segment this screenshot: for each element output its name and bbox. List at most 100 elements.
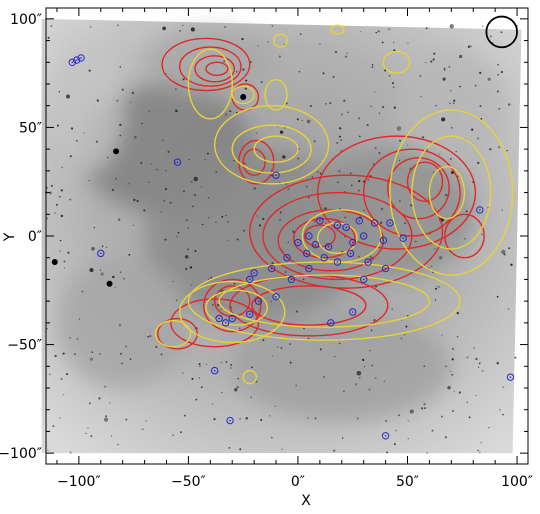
- star: [441, 334, 443, 336]
- star: [316, 171, 319, 173]
- star: [54, 354, 57, 358]
- star: [224, 26, 226, 28]
- star: [88, 179, 90, 182]
- yellow-contour: [428, 165, 466, 220]
- star: [334, 50, 338, 54]
- star: [115, 177, 118, 180]
- source-marker: [381, 432, 390, 440]
- star: [479, 71, 482, 74]
- star: [83, 132, 85, 134]
- star: [291, 230, 294, 232]
- star: [377, 30, 380, 33]
- star: [228, 447, 231, 449]
- star: [182, 78, 185, 81]
- star: [109, 402, 111, 404]
- star: [405, 325, 408, 328]
- star: [279, 211, 282, 214]
- source-marker-ring: [381, 264, 390, 273]
- star-field: [44, 24, 518, 454]
- y-axis-ticks: 100″ 50″ 0″ −50″ −100″: [0, 12, 528, 462]
- x-tick-label: −100″: [57, 474, 101, 490]
- nebula-image: [41, 18, 522, 454]
- star: [500, 70, 504, 74]
- star: [210, 276, 213, 279]
- star: [340, 150, 342, 152]
- star: [497, 63, 499, 66]
- star: [295, 310, 298, 313]
- star: [456, 335, 459, 338]
- source-marker: [399, 234, 407, 242]
- source-marker: [173, 158, 182, 166]
- star: [160, 211, 162, 213]
- star: [176, 235, 178, 238]
- source-marker-ring: [349, 308, 357, 316]
- source-marker-dot: [257, 300, 260, 302]
- star: [200, 186, 203, 188]
- star: [131, 91, 135, 95]
- star: [194, 249, 197, 252]
- source-marker-ring: [272, 293, 280, 301]
- source-marker-dot: [373, 222, 376, 224]
- source-marker-dot: [384, 267, 387, 270]
- star: [172, 434, 175, 437]
- source-marker: [283, 254, 291, 262]
- star: [230, 367, 232, 369]
- star: [407, 438, 410, 440]
- red-contour: [303, 224, 336, 248]
- source-marker: [359, 275, 368, 284]
- star: [358, 255, 360, 258]
- star: [63, 260, 66, 263]
- star: [431, 265, 433, 267]
- star: [302, 278, 305, 281]
- star: [204, 158, 206, 161]
- star: [329, 101, 332, 105]
- star: [182, 372, 184, 374]
- source-marker-ring: [311, 240, 320, 249]
- star: [443, 69, 446, 71]
- star: [399, 139, 402, 142]
- star: [129, 358, 132, 360]
- star: [271, 355, 274, 357]
- star: [155, 345, 158, 348]
- star: [303, 327, 305, 330]
- star: [503, 253, 506, 256]
- source-marker-ring: [211, 366, 219, 375]
- star: [477, 366, 480, 369]
- star: [398, 414, 400, 417]
- y-tick-label: 100″: [10, 12, 42, 28]
- star: [480, 118, 483, 120]
- star: [297, 157, 299, 160]
- star: [185, 267, 188, 271]
- source-marker: [294, 238, 302, 247]
- star: [164, 238, 167, 241]
- star: [233, 282, 236, 285]
- source-marker: [267, 264, 276, 273]
- star: [179, 30, 181, 32]
- source-marker: [246, 275, 254, 284]
- bright-star: [106, 280, 113, 287]
- star: [47, 449, 49, 452]
- y-tick-label: 50″: [19, 120, 42, 136]
- nebula-blob: [56, 40, 123, 171]
- source-marker: [320, 254, 328, 262]
- star: [363, 366, 366, 368]
- source-marker-ring: [246, 310, 254, 318]
- source-marker-dot: [351, 311, 354, 313]
- source-marker-dot: [367, 261, 369, 263]
- star: [426, 452, 429, 454]
- star: [116, 99, 119, 102]
- star: [221, 391, 223, 394]
- star: [386, 451, 389, 454]
- beam-circle: [485, 15, 518, 49]
- source-marker-dot: [384, 434, 387, 437]
- star: [369, 255, 372, 257]
- star: [274, 405, 276, 407]
- star: [169, 201, 172, 204]
- star: [186, 248, 190, 251]
- star: [469, 45, 472, 48]
- source-marker-dot: [336, 224, 339, 226]
- star: [66, 373, 69, 376]
- star: [477, 161, 480, 165]
- star: [322, 72, 325, 75]
- source-marker: [381, 264, 390, 273]
